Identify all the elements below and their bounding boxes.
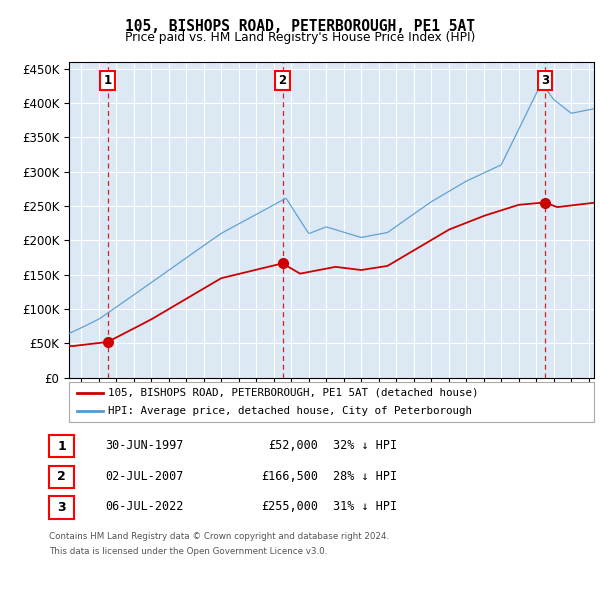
Text: 2: 2	[278, 74, 287, 87]
Text: £52,000: £52,000	[268, 439, 318, 452]
Text: £166,500: £166,500	[261, 470, 318, 483]
Text: 28% ↓ HPI: 28% ↓ HPI	[333, 470, 397, 483]
Text: 32% ↓ HPI: 32% ↓ HPI	[333, 439, 397, 452]
Text: 3: 3	[541, 74, 549, 87]
Text: HPI: Average price, detached house, City of Peterborough: HPI: Average price, detached house, City…	[109, 406, 472, 416]
Text: 30-JUN-1997: 30-JUN-1997	[105, 439, 184, 452]
Text: Contains HM Land Registry data © Crown copyright and database right 2024.: Contains HM Land Registry data © Crown c…	[49, 532, 389, 541]
Text: This data is licensed under the Open Government Licence v3.0.: This data is licensed under the Open Gov…	[49, 547, 328, 556]
Text: 3: 3	[58, 501, 66, 514]
Text: 1: 1	[103, 74, 112, 87]
Text: 06-JUL-2022: 06-JUL-2022	[105, 500, 184, 513]
Text: £255,000: £255,000	[261, 500, 318, 513]
Text: Price paid vs. HM Land Registry's House Price Index (HPI): Price paid vs. HM Land Registry's House …	[125, 31, 475, 44]
Text: 1: 1	[58, 440, 66, 453]
Text: 31% ↓ HPI: 31% ↓ HPI	[333, 500, 397, 513]
Text: 2: 2	[58, 470, 66, 483]
Text: 02-JUL-2007: 02-JUL-2007	[105, 470, 184, 483]
Text: 105, BISHOPS ROAD, PETERBOROUGH, PE1 5AT: 105, BISHOPS ROAD, PETERBOROUGH, PE1 5AT	[125, 19, 475, 34]
Text: 105, BISHOPS ROAD, PETERBOROUGH, PE1 5AT (detached house): 105, BISHOPS ROAD, PETERBOROUGH, PE1 5AT…	[109, 388, 479, 398]
